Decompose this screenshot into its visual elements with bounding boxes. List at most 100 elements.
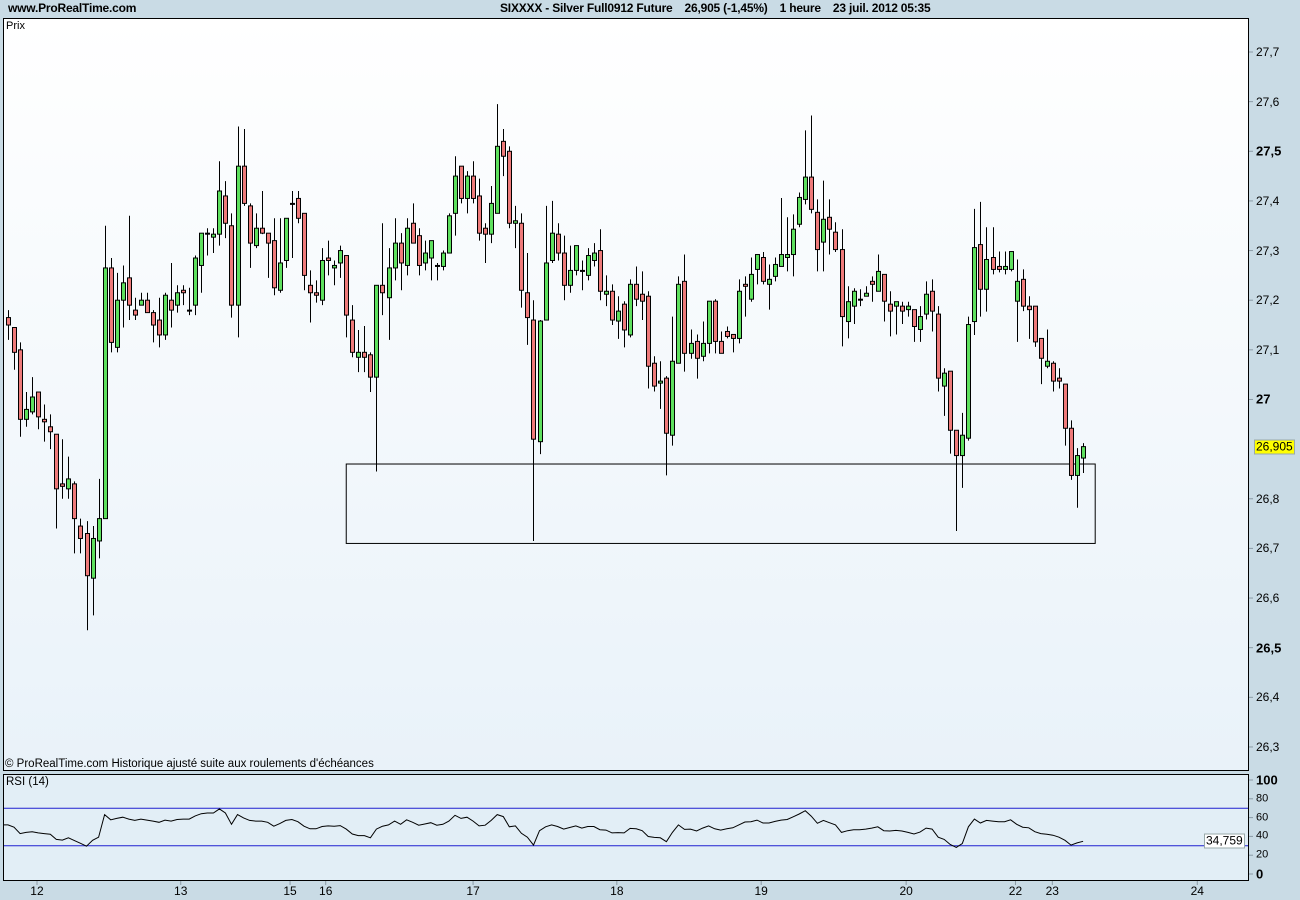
support-zone-rectangle[interactable] xyxy=(345,463,1096,544)
candle xyxy=(507,146,512,229)
candle-body-down xyxy=(713,300,718,342)
candle-body-down xyxy=(181,289,186,294)
candle-body-up xyxy=(580,269,585,272)
candle-body-down xyxy=(368,354,373,378)
candle-body-up xyxy=(1081,446,1086,459)
candle-body-down xyxy=(978,244,983,290)
candle-body-up xyxy=(586,255,591,276)
candle-body-up xyxy=(429,240,434,259)
candle-body-down xyxy=(260,227,265,234)
candle xyxy=(417,228,422,276)
candle-body-up xyxy=(960,434,965,457)
candle-body-down xyxy=(72,483,77,520)
candle-body-up xyxy=(423,252,428,264)
candle-body-up xyxy=(338,250,343,264)
candle-body-up xyxy=(254,227,259,247)
rsi-panel[interactable] xyxy=(3,774,1249,881)
candle-body-down xyxy=(640,293,645,302)
candle xyxy=(689,329,694,359)
candle-body-up xyxy=(278,262,283,291)
candle-body-down xyxy=(997,265,1002,270)
candle xyxy=(374,284,379,472)
candle-body-down xyxy=(1021,278,1026,307)
candle xyxy=(465,171,470,214)
candle-body-down xyxy=(296,197,301,219)
candle-body-up xyxy=(658,380,663,384)
candle-body-down xyxy=(362,351,367,358)
candle xyxy=(852,288,857,325)
candle-body-down xyxy=(242,165,247,204)
rsi-tick-label: 20 xyxy=(1256,848,1269,861)
candle-body-up xyxy=(356,351,361,358)
candle-body-down xyxy=(664,377,669,434)
candle-body-down xyxy=(1033,305,1038,343)
candle xyxy=(97,478,102,559)
candle xyxy=(332,260,337,286)
candle-body-up xyxy=(66,478,71,490)
time-tick-label: 13 xyxy=(174,884,188,898)
candle xyxy=(900,301,905,325)
candle-body-up xyxy=(465,175,470,199)
candle-body-up xyxy=(489,202,494,235)
candle xyxy=(266,232,271,278)
candle-body-down xyxy=(1051,362,1056,382)
candle-body-up xyxy=(821,218,826,243)
candle xyxy=(471,161,476,204)
candle xyxy=(1027,296,1032,339)
candle xyxy=(936,306,941,392)
candle-body-down xyxy=(1027,305,1032,311)
candle-body-up xyxy=(393,242,398,269)
price-tick-label: 26,7 xyxy=(1256,541,1280,556)
rsi-panel-label: RSI (14) xyxy=(6,776,49,788)
candle xyxy=(580,260,585,291)
price-panel[interactable] xyxy=(3,18,1249,771)
price-tick-label: 26,5 xyxy=(1256,640,1282,656)
candle xyxy=(54,433,59,529)
candle-body-down xyxy=(652,362,657,387)
candle xyxy=(42,404,47,442)
candle xyxy=(1069,420,1074,480)
candle-body-down xyxy=(483,227,488,235)
candle-body-down xyxy=(169,299,174,311)
candle xyxy=(399,233,404,291)
price-tick-label: 26,8 xyxy=(1256,491,1280,506)
rsi-line xyxy=(4,808,1084,848)
candle xyxy=(755,254,760,285)
candle xyxy=(236,126,241,338)
candle xyxy=(906,301,911,317)
time-tick-label: 15 xyxy=(283,884,297,898)
candle-body-up xyxy=(193,257,198,306)
candle-body-up xyxy=(1009,251,1014,270)
candle-body-down xyxy=(85,533,90,577)
candle xyxy=(713,299,718,354)
candle-body-down xyxy=(1069,427,1074,476)
candle xyxy=(1081,443,1086,473)
candle-body-up xyxy=(1075,455,1080,476)
candle-body-down xyxy=(930,290,935,312)
candle xyxy=(453,156,458,236)
candle xyxy=(960,412,965,488)
candle-body-down xyxy=(411,222,416,244)
candle-body-down xyxy=(870,280,875,285)
price-tick-label: 27,1 xyxy=(1256,342,1280,357)
candle xyxy=(797,192,802,228)
candle-body-down xyxy=(598,250,603,292)
candle xyxy=(882,273,887,322)
price-tick-label: 27,5 xyxy=(1256,143,1282,159)
candle xyxy=(513,205,518,249)
candle-body-up xyxy=(332,264,337,269)
candle xyxy=(103,225,108,520)
candle xyxy=(658,361,663,409)
candle xyxy=(568,245,573,293)
candle-body-up xyxy=(852,290,857,307)
timeframe: 1 heure xyxy=(779,1,821,15)
candle xyxy=(78,518,83,554)
candle-body-down xyxy=(991,257,996,270)
candle xyxy=(616,296,621,339)
candle xyxy=(707,300,712,354)
candle-body-up xyxy=(942,372,947,387)
candle xyxy=(254,213,259,249)
candle xyxy=(574,245,579,276)
candle-body-down xyxy=(725,330,730,337)
